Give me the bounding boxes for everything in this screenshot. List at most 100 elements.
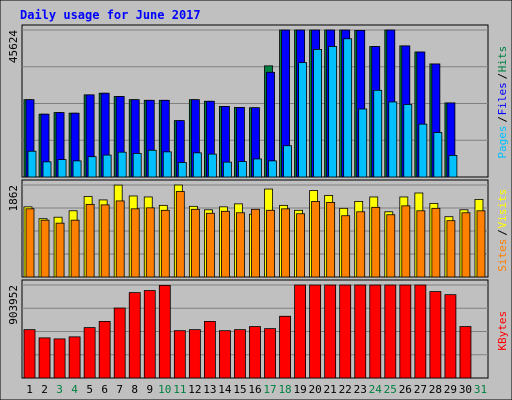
bar-kbytes-day-1	[23, 329, 36, 379]
day-label-26: 26	[399, 383, 412, 396]
bar-kbytes-day-26	[399, 284, 412, 379]
bar-sites-day-28	[431, 207, 441, 278]
bar-sites-day-20	[311, 201, 321, 278]
bar-pages-day-17	[268, 160, 277, 178]
day-label-21: 21	[324, 383, 337, 396]
legend-label-pages: Pages	[496, 125, 509, 158]
bar-pages-day-25	[388, 101, 398, 178]
bar-kbytes-day-23	[354, 284, 367, 379]
bar-pages-day-28	[433, 132, 443, 178]
bar-kbytes-day-22	[339, 284, 352, 379]
day-label-28: 28	[429, 383, 442, 396]
bar-pages-day-6	[102, 154, 112, 178]
bar-kbytes-day-4	[68, 336, 81, 379]
bar-kbytes-day-11	[173, 330, 186, 379]
bar-pages-day-15	[238, 161, 247, 178]
bar-sites-day-5	[85, 203, 95, 278]
bar-pages-day-26	[403, 104, 413, 178]
day-label-15: 15	[233, 383, 246, 396]
bar-sites-day-30	[461, 212, 471, 278]
day-label-1: 1	[26, 383, 33, 396]
bar-kbytes-day-3	[53, 338, 66, 379]
panel-legend: Sites /Visits	[496, 189, 509, 272]
bar-kbytes-day-16	[249, 326, 261, 379]
bar-kbytes-day-9	[143, 290, 156, 379]
bar-sites-day-27	[416, 210, 426, 278]
panel-legend: Pages/Files/Hits	[496, 46, 509, 159]
bar-kbytes-day-24	[369, 284, 382, 379]
bar-sites-day-29	[446, 220, 456, 278]
bar-sites-day-6	[100, 204, 110, 278]
bar-pages-day-8	[132, 153, 142, 178]
day-label-14: 14	[218, 383, 232, 396]
bar-pages-day-12	[192, 152, 202, 178]
bar-sites-day-21	[326, 201, 336, 278]
bar-pages-day-11	[177, 162, 187, 178]
legend-separator: /	[496, 116, 509, 123]
bar-pages-day-14	[223, 161, 232, 178]
bar-pages-day-4	[72, 160, 82, 178]
day-label-2: 2	[41, 383, 48, 396]
bar-pages-day-16	[253, 158, 262, 178]
bar-sites-day-2	[40, 219, 50, 278]
bar-pages-day-21	[328, 46, 338, 178]
bar-sites-day-1	[25, 208, 35, 278]
bar-pages-day-2	[42, 161, 52, 178]
panel-max-label: 903952	[7, 285, 20, 325]
bar-sites-day-15	[236, 212, 245, 278]
bar-kbytes-day-27	[414, 284, 427, 379]
bar-pages-day-5	[87, 156, 97, 178]
bar-sites-day-17	[266, 209, 275, 278]
panel-max-label: 45624	[7, 30, 20, 63]
bar-sites-day-19	[296, 213, 305, 278]
chart-title: Daily usage for June 2017	[20, 8, 201, 22]
day-label-8: 8	[131, 383, 138, 396]
bar-pages-day-23	[358, 108, 368, 178]
bar-pages-day-10	[162, 151, 172, 178]
bar-pages-day-24	[373, 89, 383, 178]
day-label-7: 7	[116, 383, 123, 396]
bar-sites-day-16	[251, 208, 260, 278]
legend-label-files: Files	[496, 82, 509, 115]
day-label-5: 5	[86, 383, 93, 396]
bar-pages-day-27	[418, 123, 428, 178]
day-label-16: 16	[248, 383, 261, 396]
panel-visits-sites: 1862 Sites /Visits	[7, 179, 509, 278]
bar-kbytes-day-19	[294, 284, 306, 379]
day-label-3: 3	[56, 383, 63, 396]
legend-label-sites: Sites	[496, 239, 509, 272]
panel-legend: KBytes	[496, 311, 509, 351]
day-label-24: 24	[369, 383, 383, 396]
day-label-23: 23	[354, 383, 367, 396]
bar-sites-day-23	[356, 211, 366, 278]
bar-pages-day-3	[57, 159, 67, 178]
bar-kbytes-day-10	[158, 285, 171, 379]
day-label-11: 11	[173, 383, 186, 396]
day-label-22: 22	[339, 383, 352, 396]
legend-label-kbytes: KBytes	[496, 311, 509, 351]
bar-kbytes-day-30	[459, 326, 472, 379]
bar-sites-day-22	[341, 215, 351, 278]
bar-kbytes-day-15	[234, 329, 246, 379]
panel-max-label: 1862	[7, 185, 20, 212]
bar-sites-day-3	[55, 222, 65, 278]
bar-sites-day-24	[371, 206, 381, 278]
day-label-17: 17	[263, 383, 276, 396]
day-label-31: 31	[474, 383, 487, 396]
bar-kbytes-day-12	[188, 329, 201, 379]
day-label-20: 20	[309, 383, 322, 396]
chart-panels: 45624Pages/Files/Hits1862Sites/Visits903…	[7, 24, 509, 379]
bar-pages-day-18	[283, 145, 292, 178]
bar-sites-day-31	[476, 210, 486, 278]
bar-pages-day-22	[343, 38, 353, 178]
bar-kbytes-day-29	[444, 294, 457, 379]
day-label-19: 19	[293, 383, 306, 396]
bar-kbytes-day-20	[309, 284, 322, 379]
legend-separator: /	[496, 73, 509, 80]
bar-kbytes-day-17	[264, 328, 276, 379]
day-label-13: 13	[203, 383, 216, 396]
bar-sites-day-8	[130, 208, 140, 278]
bar-pages-day-29	[448, 155, 458, 178]
bar-kbytes-day-13	[204, 321, 216, 379]
bar-kbytes-day-8	[128, 292, 141, 379]
